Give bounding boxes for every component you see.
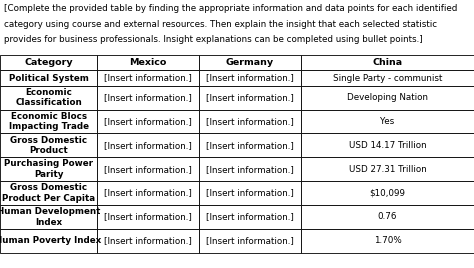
Text: $10,099: $10,099	[370, 188, 405, 198]
Text: [Insert information.]: [Insert information.]	[104, 117, 192, 126]
Text: 1.70%: 1.70%	[374, 236, 401, 245]
Bar	[0, 86, 97, 110]
Text: Political System: Political System	[9, 73, 89, 83]
Bar	[97, 181, 199, 205]
Bar	[199, 110, 301, 133]
Text: Category: Category	[24, 58, 73, 67]
Text: [Insert information.]: [Insert information.]	[104, 93, 192, 102]
Bar	[199, 86, 301, 110]
Bar	[301, 133, 474, 157]
Text: [Insert information.]: [Insert information.]	[104, 73, 192, 83]
Bar	[301, 110, 474, 133]
Bar	[199, 157, 301, 181]
Text: [Insert information.]: [Insert information.]	[206, 236, 294, 245]
Bar	[97, 133, 199, 157]
Bar	[97, 55, 199, 70]
Bar	[199, 55, 301, 70]
Text: [Insert information.]: [Insert information.]	[206, 165, 294, 174]
Text: [Complete the provided table by finding the appropriate information and data poi: [Complete the provided table by finding …	[4, 4, 457, 13]
Bar	[0, 55, 97, 70]
Text: Single Party - communist: Single Party - communist	[333, 73, 442, 83]
Text: Gross Domestic
Product Per Capita: Gross Domestic Product Per Capita	[2, 183, 95, 203]
Text: [Insert information.]: [Insert information.]	[104, 188, 192, 198]
Text: [Insert information.]: [Insert information.]	[104, 141, 192, 150]
Bar	[0, 70, 97, 86]
Text: Economic
Classification: Economic Classification	[15, 88, 82, 107]
Bar	[0, 157, 97, 181]
Bar	[199, 181, 301, 205]
Text: [Insert information.]: [Insert information.]	[206, 188, 294, 198]
Bar	[97, 229, 199, 253]
Bar	[199, 205, 301, 229]
Text: [Insert information.]: [Insert information.]	[104, 165, 192, 174]
Text: Mexico: Mexico	[129, 58, 167, 67]
Text: Purchasing Power
Parity: Purchasing Power Parity	[4, 159, 93, 179]
Bar	[301, 157, 474, 181]
Text: USD 27.31 Trillion: USD 27.31 Trillion	[348, 165, 427, 174]
Bar	[97, 110, 199, 133]
Text: [Insert information.]: [Insert information.]	[104, 236, 192, 245]
Bar	[301, 70, 474, 86]
Bar	[97, 157, 199, 181]
Text: Economic Blocs
Impacting Trade: Economic Blocs Impacting Trade	[9, 112, 89, 131]
Bar	[97, 70, 199, 86]
Text: Developing Nation: Developing Nation	[347, 93, 428, 102]
Bar	[199, 133, 301, 157]
Bar	[0, 181, 97, 205]
Text: Human Poverty Index: Human Poverty Index	[0, 236, 102, 245]
Text: Gross Domestic
Product: Gross Domestic Product	[10, 136, 87, 155]
Text: [Insert information.]: [Insert information.]	[206, 117, 294, 126]
Text: Germany: Germany	[226, 58, 274, 67]
Text: provides for business professionals. Insight explanations can be completed using: provides for business professionals. Ins…	[4, 35, 422, 44]
Text: Human Development
Index: Human Development Index	[0, 207, 100, 226]
Bar	[0, 229, 97, 253]
Bar	[97, 86, 199, 110]
Text: China: China	[373, 58, 402, 67]
Bar	[301, 55, 474, 70]
Text: [Insert information.]: [Insert information.]	[206, 141, 294, 150]
Bar	[199, 70, 301, 86]
Bar	[199, 229, 301, 253]
Text: 0.76: 0.76	[378, 212, 397, 221]
Bar	[97, 205, 199, 229]
Bar	[0, 205, 97, 229]
Text: category using course and external resources. Then explain the insight that each: category using course and external resou…	[4, 20, 437, 29]
Text: USD 14.17 Trillion: USD 14.17 Trillion	[349, 141, 426, 150]
Text: Yes: Yes	[380, 117, 395, 126]
Bar	[301, 205, 474, 229]
Bar	[0, 110, 97, 133]
Bar	[301, 181, 474, 205]
Text: [Insert information.]: [Insert information.]	[206, 73, 294, 83]
Bar	[301, 86, 474, 110]
Text: [Insert information.]: [Insert information.]	[104, 212, 192, 221]
Text: [Insert information.]: [Insert information.]	[206, 212, 294, 221]
Bar	[301, 229, 474, 253]
Text: [Insert information.]: [Insert information.]	[206, 93, 294, 102]
Bar	[0, 133, 97, 157]
